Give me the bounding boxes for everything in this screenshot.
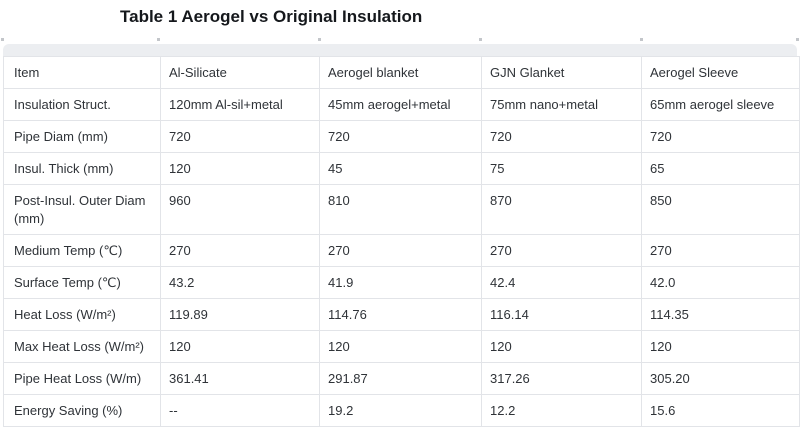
- row-label-cell[interactable]: Energy Saving (%): [3, 394, 161, 427]
- data-cell[interactable]: 120mm Al-sil+metal: [160, 88, 320, 121]
- table-row: Medium Temp (℃) 270 270 270 270: [3, 234, 800, 267]
- table-row: Post-Insul. Outer Diam (mm) 960 810 870 850: [3, 184, 800, 235]
- column-resize-handle[interactable]: [640, 38, 643, 41]
- data-cell[interactable]: 43.2: [160, 266, 320, 299]
- data-cell[interactable]: 850: [641, 184, 800, 235]
- insulation-table: Item Al-Silicate Aerogel blanket GJN Glanke…: [3, 56, 800, 427]
- data-cell[interactable]: 810: [319, 184, 482, 235]
- data-cell[interactable]: 65: [641, 152, 800, 185]
- data-cell[interactable]: 120: [160, 152, 320, 185]
- row-label-cell[interactable]: Surface Temp (℃): [3, 266, 161, 299]
- data-cell[interactable]: 114.76: [319, 298, 482, 331]
- column-header-cell[interactable]: Item: [3, 56, 161, 89]
- table-top-bar: [3, 44, 797, 56]
- column-resize-handle[interactable]: [1, 38, 4, 41]
- row-label-cell[interactable]: Insulation Struct.: [3, 88, 161, 121]
- data-cell[interactable]: 120: [481, 330, 642, 363]
- table-header-row: Item Al-Silicate Aerogel blanket GJN Glanke…: [3, 56, 800, 89]
- data-cell[interactable]: 41.9: [319, 266, 482, 299]
- data-cell[interactable]: 720: [319, 120, 482, 153]
- data-cell[interactable]: 720: [481, 120, 642, 153]
- data-cell[interactable]: 720: [160, 120, 320, 153]
- data-cell[interactable]: 12.2: [481, 394, 642, 427]
- data-cell[interactable]: 270: [319, 234, 482, 267]
- data-cell[interactable]: 75mm nano+metal: [481, 88, 642, 121]
- row-label-cell[interactable]: Pipe Heat Loss (W/m): [3, 362, 161, 395]
- table-row: Pipe Diam (mm) 720 720 720 720: [3, 120, 800, 153]
- data-cell[interactable]: 270: [641, 234, 800, 267]
- table-row: Insul. Thick (mm) 120 45 75 65: [3, 152, 800, 185]
- table-row: Insulation Struct. 120mm Al-sil+metal 45mm…: [3, 88, 800, 121]
- column-header-cell[interactable]: Aerogel Sleeve: [641, 56, 800, 89]
- data-cell[interactable]: 291.87: [319, 362, 482, 395]
- column-header-cell[interactable]: GJN Glanket: [481, 56, 642, 89]
- data-cell[interactable]: 870: [481, 184, 642, 235]
- data-cell[interactable]: 120: [319, 330, 482, 363]
- column-resize-handle[interactable]: [157, 38, 160, 41]
- data-cell[interactable]: 114.35: [641, 298, 800, 331]
- row-label-cell[interactable]: Post-Insul. Outer Diam (mm): [3, 184, 161, 235]
- page-title: Table 1 Aerogel vs Original Insulation: [120, 7, 423, 26]
- column-resize-handle[interactable]: [479, 38, 482, 41]
- table-body: Insulation Struct. 120mm Al-sil+metal 45mm…: [3, 88, 800, 427]
- column-resize-handle[interactable]: [318, 38, 321, 41]
- data-cell[interactable]: 720: [641, 120, 800, 153]
- data-cell[interactable]: 42.0: [641, 266, 800, 299]
- data-cell[interactable]: 19.2: [319, 394, 482, 427]
- data-cell[interactable]: 120: [641, 330, 800, 363]
- row-label-cell[interactable]: Insul. Thick (mm): [3, 152, 161, 185]
- table-head: Item Al-Silicate Aerogel blanket GJN Glanke…: [3, 56, 800, 89]
- data-cell[interactable]: 119.89: [160, 298, 320, 331]
- data-cell[interactable]: 42.4: [481, 266, 642, 299]
- data-cell[interactable]: 960: [160, 184, 320, 235]
- row-label-cell[interactable]: Pipe Diam (mm): [3, 120, 161, 153]
- table-row: Heat Loss (W/m²) 119.89 114.76 116.14 114.35: [3, 298, 800, 331]
- data-cell[interactable]: 45mm aerogel+metal: [319, 88, 482, 121]
- row-label-cell[interactable]: Medium Temp (℃): [3, 234, 161, 267]
- data-cell[interactable]: 15.6: [641, 394, 800, 427]
- data-cell[interactable]: 317.26: [481, 362, 642, 395]
- table-row: Pipe Heat Loss (W/m) 361.41 291.87 317.26 30…: [3, 362, 800, 395]
- data-cell[interactable]: 65mm aerogel sleeve: [641, 88, 800, 121]
- data-cell[interactable]: --: [160, 394, 320, 427]
- data-cell[interactable]: 361.41: [160, 362, 320, 395]
- data-cell[interactable]: 305.20: [641, 362, 800, 395]
- data-cell[interactable]: 75: [481, 152, 642, 185]
- data-cell[interactable]: 270: [160, 234, 320, 267]
- table-row: Energy Saving (%) -- 19.2 12.2 15.6: [3, 394, 800, 427]
- column-header-cell[interactable]: Al-Silicate: [160, 56, 320, 89]
- column-header-cell[interactable]: Aerogel blanket: [319, 56, 482, 89]
- row-label-cell[interactable]: Max Heat Loss (W/m²): [3, 330, 161, 363]
- data-cell[interactable]: 116.14: [481, 298, 642, 331]
- table-row: Surface Temp (℃) 43.2 41.9 42.4 42.0: [3, 266, 800, 299]
- row-label-cell[interactable]: Heat Loss (W/m²): [3, 298, 161, 331]
- column-resize-handle[interactable]: [796, 38, 799, 41]
- data-cell[interactable]: 270: [481, 234, 642, 267]
- data-cell[interactable]: 120: [160, 330, 320, 363]
- table-row: Max Heat Loss (W/m²) 120 120 120 120: [3, 330, 800, 363]
- data-cell[interactable]: 45: [319, 152, 482, 185]
